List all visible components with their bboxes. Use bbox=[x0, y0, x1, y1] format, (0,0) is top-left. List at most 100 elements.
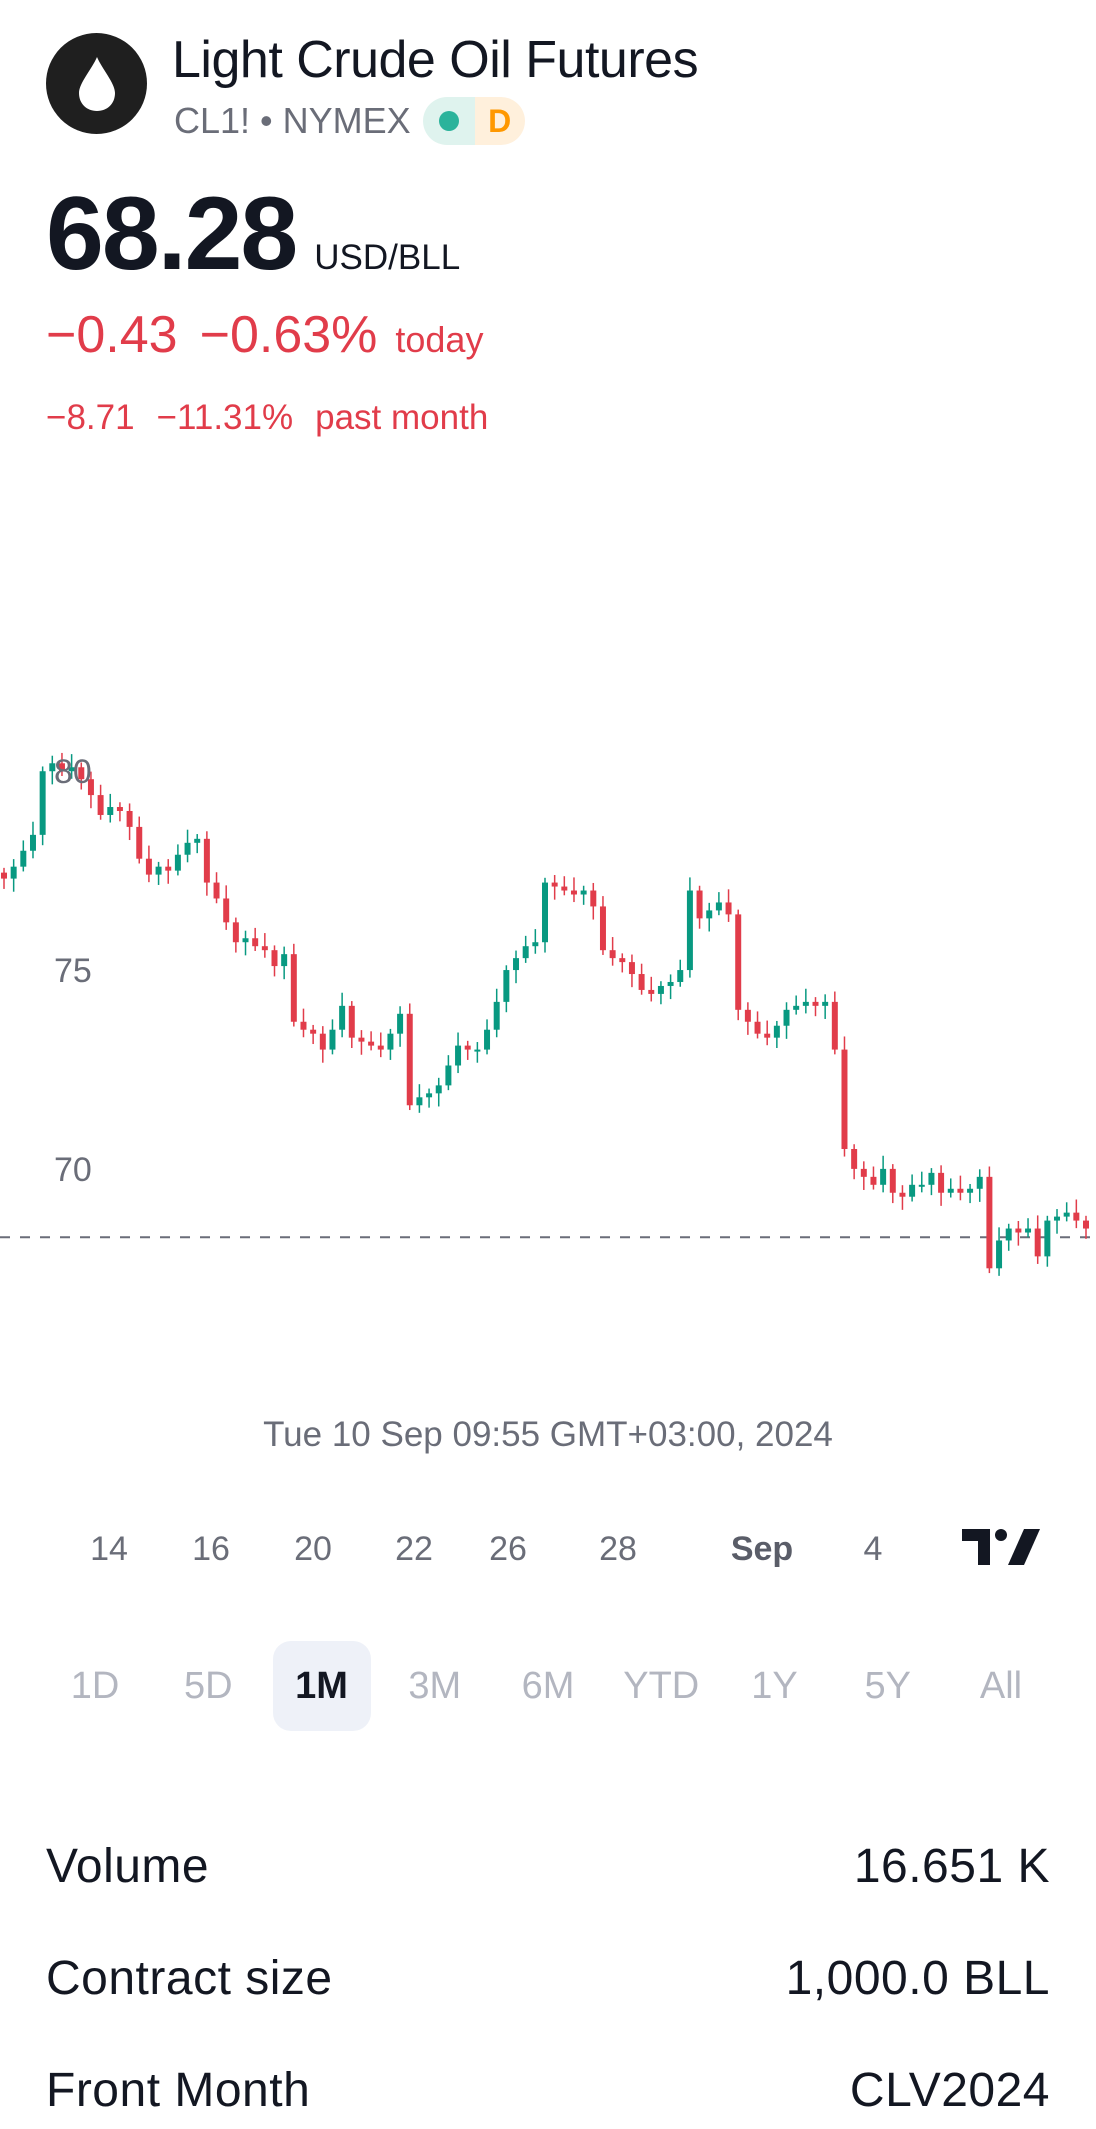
range-button-5d[interactable]: 5D bbox=[183, 1664, 233, 1707]
candle-body bbox=[522, 946, 529, 959]
candle-body bbox=[242, 938, 249, 943]
range-button-1y[interactable]: 1Y bbox=[751, 1664, 798, 1707]
y-tick-label: 75 bbox=[54, 952, 92, 990]
candle-body bbox=[928, 1172, 935, 1185]
candle-body bbox=[174, 854, 181, 871]
symbol-subline: CL1! • NYMEX D bbox=[174, 97, 525, 145]
candle-body bbox=[464, 1045, 471, 1050]
candle-body bbox=[435, 1085, 442, 1094]
range-button-3m[interactable]: 3M bbox=[408, 1664, 462, 1707]
stat-row-contract-size: Contract size 1,000.0 BLL bbox=[46, 1922, 1050, 2034]
y-tick-label: 70 bbox=[54, 1151, 92, 1189]
candle-body bbox=[358, 1037, 365, 1042]
candle-body bbox=[628, 962, 635, 975]
candle-body bbox=[474, 1049, 481, 1052]
candle-body bbox=[783, 1009, 790, 1026]
candle-body bbox=[802, 1001, 809, 1006]
tradingview-logo-icon[interactable] bbox=[962, 1525, 1042, 1569]
candle-body bbox=[29, 834, 36, 851]
candle-body bbox=[39, 771, 46, 835]
exchange-label: NYMEX bbox=[282, 100, 411, 141]
candle-body bbox=[706, 910, 713, 919]
candle-body bbox=[561, 886, 568, 891]
change-month-label: past month bbox=[315, 398, 489, 437]
candle-body bbox=[860, 1168, 867, 1177]
market-open-badge[interactable] bbox=[422, 97, 475, 145]
candle-body bbox=[918, 1184, 925, 1187]
candle-body bbox=[715, 902, 722, 911]
candle-body bbox=[841, 1049, 848, 1150]
candle-body bbox=[20, 850, 27, 867]
range-button-1m[interactable]: 1M bbox=[272, 1641, 371, 1731]
candle-body bbox=[735, 914, 742, 1010]
candle-body bbox=[290, 954, 297, 1022]
candle-body bbox=[377, 1045, 384, 1050]
stat-value: 16.651 K bbox=[853, 1839, 1050, 1893]
candle-body bbox=[870, 1176, 877, 1185]
change-today-label: today bbox=[395, 319, 484, 360]
candle-body bbox=[899, 1192, 906, 1197]
change-today-abs: −0.43 bbox=[46, 306, 178, 364]
candlestick-chart[interactable]: 80 75 70 bbox=[0, 640, 1096, 1320]
separator-dot: • bbox=[260, 100, 273, 141]
candle-body bbox=[996, 1240, 1003, 1269]
candle-body bbox=[513, 958, 520, 971]
candle-body bbox=[136, 826, 143, 859]
candle-body bbox=[976, 1176, 983, 1189]
candle-body bbox=[725, 902, 732, 915]
change-month: −8.71 −11.31% past month bbox=[46, 398, 488, 438]
change-today-pct: −0.63% bbox=[199, 306, 378, 364]
candle-body bbox=[851, 1149, 858, 1169]
stat-label: Front Month bbox=[46, 2063, 311, 2117]
candle-body bbox=[165, 866, 172, 871]
candle-body bbox=[387, 1033, 394, 1050]
last-price: 68.28 bbox=[46, 176, 298, 292]
candle-body bbox=[1034, 1228, 1041, 1257]
candle-body bbox=[773, 1025, 780, 1038]
candle-body bbox=[967, 1188, 974, 1193]
range-button-5y[interactable]: 5Y bbox=[864, 1664, 911, 1707]
candle-body bbox=[648, 989, 655, 994]
candle-body bbox=[580, 890, 587, 895]
candle-body bbox=[493, 1001, 500, 1030]
x-tick-label: 20 bbox=[294, 1530, 332, 1568]
candle-body bbox=[397, 1013, 404, 1034]
candle-body bbox=[889, 1168, 896, 1193]
candle-body bbox=[329, 1029, 336, 1050]
candle-body bbox=[445, 1065, 452, 1086]
status-badges[interactable]: D bbox=[422, 97, 525, 145]
candle-body bbox=[406, 1013, 413, 1106]
delayed-data-badge[interactable]: D bbox=[474, 97, 525, 145]
range-button-6m[interactable]: 6M bbox=[521, 1664, 575, 1707]
stat-value: 1,000.0 BLL bbox=[785, 1951, 1050, 2005]
candle-body bbox=[667, 981, 674, 986]
range-button-1d[interactable]: 1D bbox=[70, 1664, 120, 1707]
stats-list: Volume 16.651 K Contract size 1,000.0 BL… bbox=[46, 1810, 1050, 2129]
candle-body bbox=[97, 795, 104, 815]
candle-body bbox=[947, 1188, 954, 1193]
change-today: −0.43 −0.63% today bbox=[46, 305, 483, 365]
candle-body bbox=[252, 938, 259, 947]
x-axis: 14 16 20 22 26 28 Sep 4 bbox=[0, 1530, 1096, 1580]
market-status-dot-icon bbox=[438, 111, 459, 131]
candle-body bbox=[831, 1001, 838, 1050]
candle-body bbox=[368, 1041, 375, 1046]
candle-body bbox=[764, 1033, 771, 1038]
stat-label: Contract size bbox=[46, 1951, 333, 2005]
candle-body bbox=[696, 890, 703, 919]
stat-value: CLV2024 bbox=[849, 2063, 1050, 2117]
candle-body bbox=[455, 1045, 462, 1066]
candle-body bbox=[503, 970, 510, 1002]
candle-body bbox=[880, 1168, 887, 1185]
x-tick-label: 22 bbox=[395, 1530, 433, 1568]
candle-body bbox=[223, 898, 230, 923]
candle-body bbox=[339, 1005, 346, 1030]
candle-body bbox=[1, 872, 7, 879]
candle-body bbox=[484, 1029, 491, 1050]
price-chart[interactable]: 80 75 70 bbox=[0, 640, 1096, 1320]
range-button-all[interactable]: All bbox=[979, 1664, 1023, 1707]
range-button-ytd[interactable]: YTD bbox=[623, 1664, 700, 1707]
price-row: 68.28 USD/BLL bbox=[46, 175, 460, 294]
candle-body bbox=[909, 1184, 916, 1197]
candle-body bbox=[1073, 1212, 1080, 1221]
